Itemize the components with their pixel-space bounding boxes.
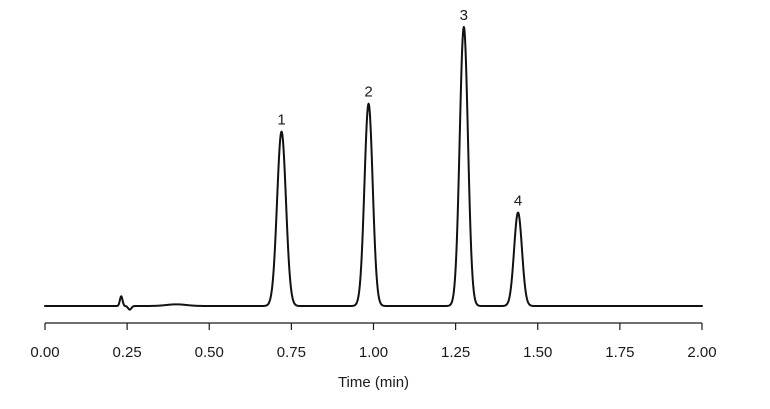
x-tick-label: 1.75: [605, 344, 634, 361]
x-tick-label: 2.00: [687, 344, 716, 361]
x-tick-label: 0.75: [277, 344, 306, 361]
peak-label-2: 2: [364, 84, 372, 101]
x-tick-label: 1.25: [441, 344, 470, 361]
x-axis-title: Time (min): [338, 374, 409, 391]
peak-label-4: 4: [514, 193, 522, 210]
x-tick-label: 1.00: [359, 344, 388, 361]
peak-labels: 1 2 3 4: [277, 7, 522, 210]
peak-label-3: 3: [460, 7, 468, 24]
x-tick-label: 1.50: [523, 344, 552, 361]
chromatogram-trace: [44, 26, 703, 311]
x-axis-ticks: 0.00 0.25 0.50 0.75 1.00 1.25 1.50 1.75 2.00: [30, 323, 717, 361]
x-tick-label: 0.50: [195, 344, 224, 361]
peak-label-1: 1: [277, 112, 285, 129]
x-tick-label: 0.00: [30, 344, 59, 361]
x-tick-label: 0.25: [113, 344, 142, 361]
